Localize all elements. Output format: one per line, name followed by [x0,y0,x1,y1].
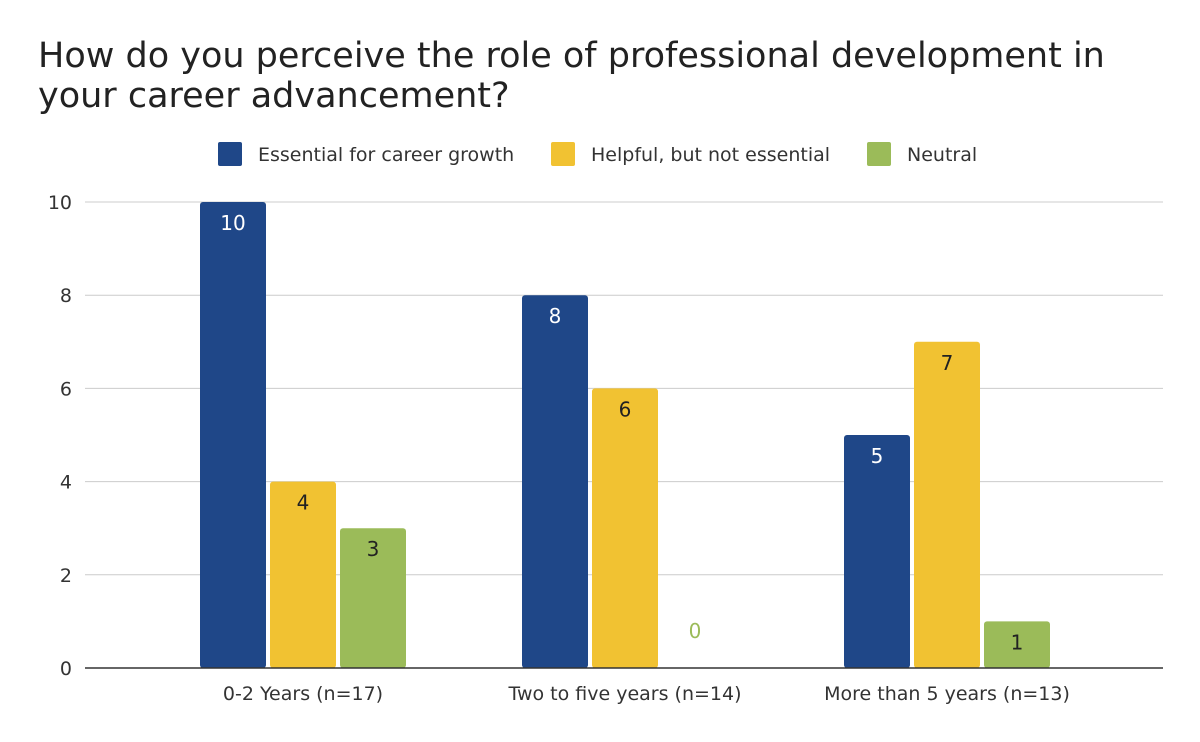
bar [914,341,980,668]
x-tick-label: 0-2 Years (n=17) [223,683,383,705]
legend-label: Neutral [907,144,977,166]
y-tick-label: 8 [60,285,72,307]
bar-value-label: 6 [619,397,632,421]
legend: Essential for career growth Helpful, but … [218,142,977,166]
bar [592,388,658,668]
bar-value-label: 0 [689,619,702,643]
bar-value-label: 10 [220,211,245,235]
bar [984,621,1050,668]
y-tick-label: 10 [48,192,72,214]
bar-value-label: 7 [941,351,954,375]
y-axis: 0 2 4 6 8 10 [48,192,72,680]
legend-label: Helpful, but not essential [591,144,830,166]
y-tick-label: 6 [60,378,72,400]
bar-value-label: 4 [297,491,310,515]
x-axis: 0-2 Years (n=17) Two to five years (n=14)… [85,667,1163,705]
bars [200,202,1050,668]
legend-swatch [551,142,575,166]
y-tick-label: 0 [60,658,72,680]
legend-swatch [867,142,891,166]
bar [270,481,336,668]
bar-value-label: 5 [871,444,884,468]
y-tick-label: 4 [60,472,72,494]
x-tick-label: Two to five years (n=14) [507,683,741,705]
bar-value-label: 1 [1011,630,1024,654]
chart-title: How do you perceive the role of professi… [38,36,1105,116]
legend-swatch [218,142,242,166]
bar [340,528,406,668]
bar-value-label: 8 [549,304,562,328]
data-labels: 10 4 3 8 6 0 5 7 1 [220,211,1023,654]
bar [200,202,266,668]
bar [844,435,910,668]
bar [522,295,588,668]
bar-value-label: 3 [367,537,380,561]
legend-label: Essential for career growth [258,144,514,166]
x-tick-label: More than 5 years (n=13) [824,683,1070,705]
y-tick-label: 2 [60,565,72,587]
